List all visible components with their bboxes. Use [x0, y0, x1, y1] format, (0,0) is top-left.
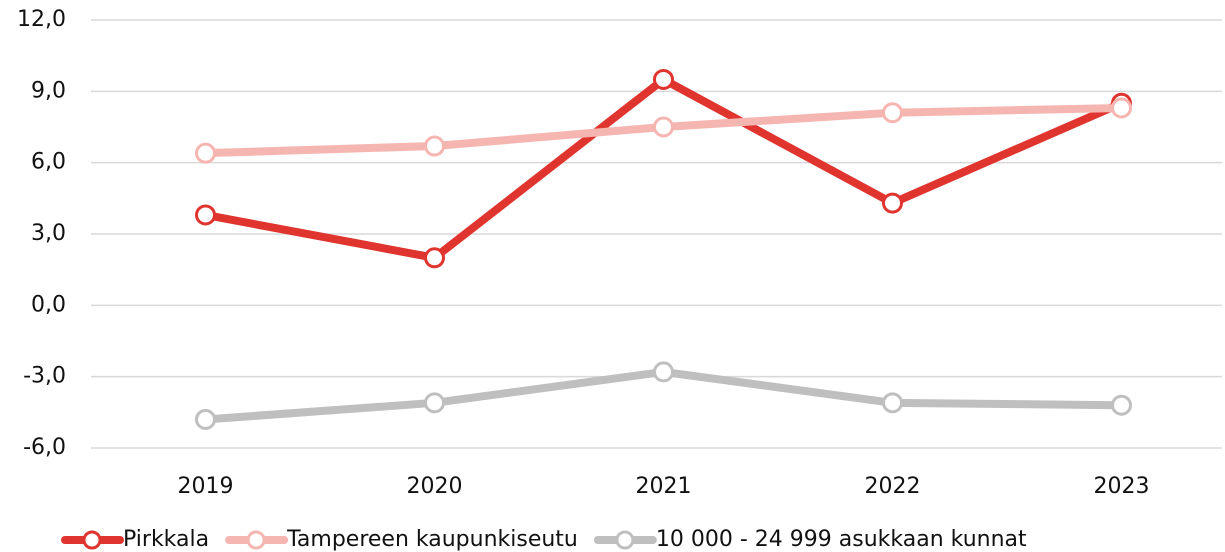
data-point	[195, 408, 216, 430]
legend-label: 10 000 - 24 999 asukkaan kunnat	[656, 527, 1027, 552]
data-point	[424, 135, 445, 157]
x-tick-label: 2023	[1094, 474, 1150, 499]
y-tick-label: -6,0	[23, 435, 66, 460]
data-point	[653, 68, 674, 90]
x-tick-label: 2022	[865, 474, 921, 499]
y-tick-label: 9,0	[31, 78, 66, 103]
y-tick-label: 12,0	[17, 7, 66, 32]
x-tick-label: 2020	[407, 474, 463, 499]
legend-marker	[82, 530, 102, 550]
x-tick-label: 2021	[636, 474, 692, 499]
data-point	[882, 102, 903, 124]
data-point	[653, 361, 674, 383]
y-tick-label: 0,0	[31, 292, 66, 317]
x-tick-label: 2019	[178, 474, 234, 499]
y-tick-label: -3,0	[23, 364, 66, 389]
data-point	[882, 192, 903, 214]
y-tick-label: 3,0	[31, 221, 66, 246]
data-point	[424, 247, 445, 269]
data-point	[195, 142, 216, 164]
data-point	[653, 116, 674, 138]
series-line	[204, 75, 1124, 262]
y-tick-label: 6,0	[31, 150, 66, 175]
data-point	[424, 392, 445, 414]
legend-label: Pirkkala	[123, 527, 209, 552]
data-point	[195, 204, 216, 226]
legend-marker	[615, 530, 635, 550]
data-point	[1111, 97, 1132, 119]
legend-marker	[246, 530, 266, 550]
legend-label: Tampereen kaupunkiseutu	[286, 527, 578, 552]
data-point	[1111, 394, 1132, 416]
data-point	[882, 392, 903, 414]
